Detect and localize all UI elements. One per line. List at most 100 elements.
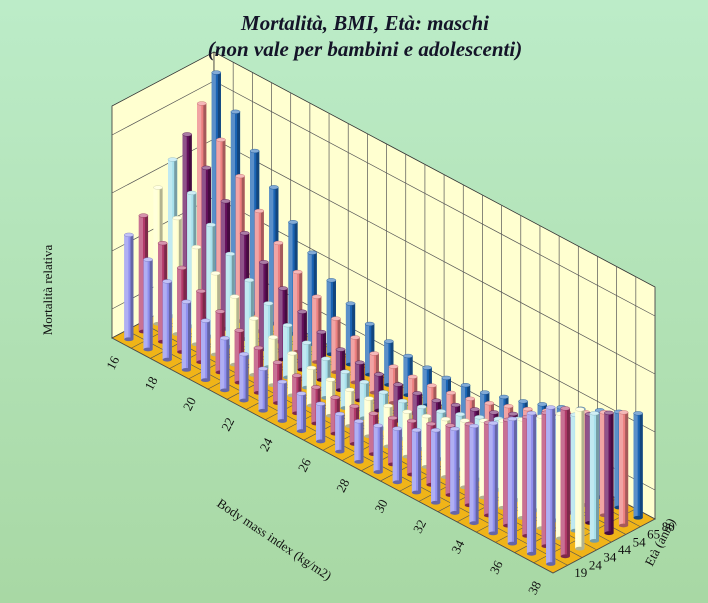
bar-highlight [158,243,163,342]
bar-highlight [124,234,129,340]
bar-body [234,330,244,383]
bar-body [269,187,279,324]
bar-cap [518,399,528,404]
bar [604,410,614,536]
bar-cap [349,404,360,409]
bar-cap [215,309,225,314]
bar-shadow [625,412,629,526]
bar-cap [316,329,327,335]
bar-body [411,430,422,493]
bar-highlight [177,267,182,352]
bar-cap [441,375,452,380]
bar-body [368,413,379,455]
bar-highlight [479,420,484,498]
bar-body [513,418,523,501]
bar-body [507,418,517,544]
bar-body [436,411,446,460]
bar-base [181,368,191,372]
bar-cap [326,278,337,283]
bar-body [595,410,605,498]
bar-shadow [610,412,614,534]
bar-shadow [390,341,394,385]
bar-cap [354,360,365,365]
bar-cap [334,411,345,417]
bar-shadow [639,413,643,518]
bar-cap [235,174,245,179]
bar-body [335,413,345,452]
bar-shadow [494,423,498,534]
bar-body [321,358,331,398]
bar-body [441,377,451,416]
bar-cap [383,403,393,408]
bar-cap [311,385,321,390]
bar-body [373,425,383,473]
bar-base [450,511,460,515]
bar-body [570,414,580,531]
bar-cap [254,208,265,214]
bar-cap [307,250,317,255]
bar-body [316,332,326,380]
bar-body [421,416,432,467]
bar-body [541,412,551,547]
bar-body [220,338,230,391]
bar-cap [143,257,153,262]
bar-highlight [570,414,575,531]
bar [258,366,268,413]
bar-highlight [331,318,336,373]
bar-base [316,439,326,444]
y-tick-label: 54 [633,534,647,549]
bar-highlight [249,318,254,375]
bar-highlight [273,242,278,342]
bar-body [273,362,283,404]
bar-highlight [253,347,259,393]
bar-body [331,318,341,373]
bar-highlight [182,134,187,309]
bar-base [162,357,172,362]
y-tick-label: 34 [603,550,617,565]
bar-body [253,347,264,393]
bar-cap [138,213,149,218]
bar-highlight [297,311,302,370]
bar-body [556,413,566,539]
bar-body [365,323,375,375]
bar-cap [259,260,269,265]
bar [354,419,364,464]
bar-cap [469,423,479,429]
bar-body [201,167,211,319]
bar-highlight [411,430,417,493]
bar-highlight [335,413,340,452]
y-tick-label: 65 [647,527,660,542]
bar-highlight [138,215,143,332]
bar-body [402,411,412,457]
bar-base [507,541,517,546]
bar [200,318,211,383]
bar [296,391,307,434]
bar-shadow [379,425,383,473]
bar-body [585,414,595,523]
bar-cap [417,404,427,409]
bar-body [259,262,269,350]
bar-cap [272,360,283,365]
bar-highlight [234,330,239,383]
bar-cap [288,220,298,225]
bar-shadow [226,338,230,391]
bar-highlight [263,303,268,368]
bar-base [143,347,153,352]
bar-body [210,273,221,355]
bar-cap [186,190,197,196]
bar-cap [258,366,268,371]
bar-body [143,259,153,350]
bar-highlight [258,368,263,411]
bar-base [354,459,364,464]
bar-cap [219,336,230,341]
bar-highlight [254,210,259,332]
bar-body [235,176,245,322]
bar-highlight [431,400,436,442]
bar-body [469,426,479,524]
bar-highlight [325,379,331,416]
bar-highlight [296,393,301,432]
bar-highlight [316,403,321,442]
bar [277,379,288,423]
bar-body [408,376,418,414]
bar-cap [388,364,399,369]
